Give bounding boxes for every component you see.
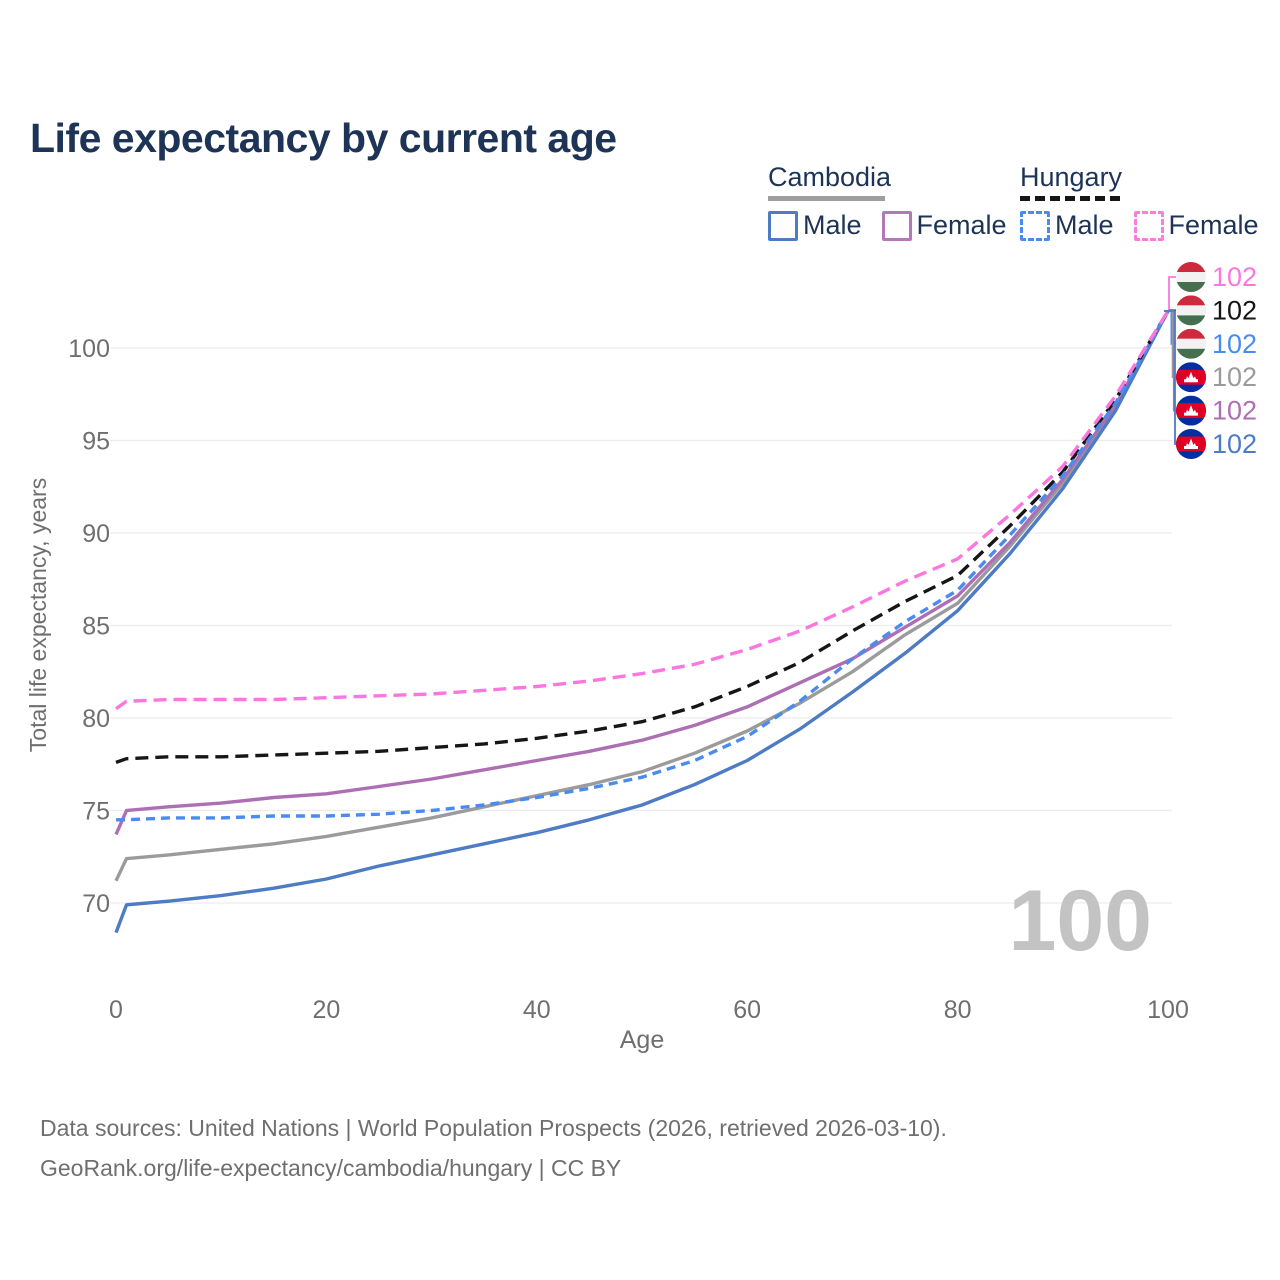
gridlines: [110, 347, 1172, 904]
end-label-cambodia_male: 102: [1176, 429, 1257, 459]
angkor-wat-glyph: [1184, 405, 1198, 416]
age-counter-watermark: 100: [1009, 873, 1153, 969]
x-axis-title: Age: [620, 1026, 664, 1054]
x-tick-label: 100: [1147, 996, 1189, 1024]
end-label-hungary_male: 102: [1176, 328, 1257, 359]
angkor-wat-glyph: [1184, 438, 1198, 449]
y-tick-label: 100: [68, 335, 110, 363]
y-tick-label: 95: [82, 428, 110, 456]
legend-checkbox-cambodia-male[interactable]: [768, 210, 798, 241]
end-label-hungary_total: 102: [1176, 295, 1257, 326]
legend-group-hungary: Hungary Male Female: [1020, 162, 1259, 241]
end-label-cambodia_female: 102: [1176, 395, 1257, 426]
y-tick-label: 75: [82, 798, 110, 826]
legend-label-hungary-male: Male: [1055, 210, 1114, 240]
legend-checkbox-cambodia-female[interactable]: [881, 210, 912, 241]
flag-icon-hungary: [1176, 328, 1206, 359]
legend-country-cambodia-label: Cambodia: [768, 162, 892, 192]
flag-icon-cambodia: [1176, 362, 1206, 393]
end-label-cambodia_total: 102: [1176, 362, 1257, 393]
end-value-label: 102: [1212, 362, 1257, 392]
x-tick-label: 40: [523, 996, 551, 1024]
x-axis-ticks: 0 20 40 60 80 100: [109, 996, 1189, 1024]
end-value-label: 102: [1212, 262, 1257, 292]
line-hungary_male[interactable]: [116, 310, 1170, 822]
legend-items-hungary: Male Female: [1020, 210, 1259, 241]
flag-icon-hungary: [1176, 295, 1206, 326]
data-sources-text: Data sources: United Nations | World Pop…: [40, 1115, 947, 1141]
x-tick-label: 60: [733, 996, 761, 1024]
legend-label-cambodia-female: Female: [916, 210, 1007, 240]
y-tick-label: 70: [82, 890, 110, 918]
legend-group-cambodia: Cambodia Male Female: [768, 162, 1007, 241]
hungary-dashed-line-swatch: [1020, 196, 1120, 201]
end-label-connector: [1164, 276, 1176, 312]
flag-icon-cambodia: [1176, 395, 1206, 426]
legend-country-hungary[interactable]: Hungary: [1020, 162, 1122, 201]
line-cambodia_female[interactable]: [114, 310, 1170, 836]
y-tick-label: 85: [82, 613, 110, 641]
angkor-wat-glyph: [1184, 371, 1198, 383]
legend-country-hungary-label: Hungary: [1020, 162, 1123, 192]
page-title: Life expectancy by current age: [30, 115, 617, 162]
y-axis-title: Total life expectancy, years: [25, 478, 51, 752]
y-tick-label: 80: [82, 705, 110, 733]
end-label-hungary_female: 102: [1176, 262, 1257, 292]
x-tick-label: 0: [109, 996, 123, 1024]
end-value-label: 102: [1212, 429, 1257, 459]
flag-icon-hungary: [1176, 262, 1206, 292]
legend-label-cambodia-male: Male: [803, 210, 862, 240]
legend-items-cambodia: Male Female: [768, 210, 1007, 241]
line-hungary_total[interactable]: [115, 310, 1170, 765]
end-value-label: 102: [1212, 396, 1257, 426]
end-value-label: 102: [1212, 329, 1257, 359]
chart-footer: Data sources: United Nations | World Pop…: [40, 1108, 947, 1188]
y-tick-label: 90: [82, 520, 110, 548]
line-cambodia_total[interactable]: [114, 310, 1170, 882]
cambodia-solid-line-swatch: [768, 196, 885, 201]
x-tick-label: 80: [944, 996, 972, 1024]
series-lines: [114, 310, 1170, 934]
flag-icon-cambodia: [1176, 429, 1206, 459]
legend-checkbox-hungary-female[interactable]: [1133, 210, 1164, 241]
legend-country-cambodia[interactable]: Cambodia: [768, 162, 891, 201]
end-value-label: 102: [1212, 295, 1257, 325]
legend-label-hungary-female: Female: [1168, 210, 1259, 240]
attribution-text: GeoRank.org/life-expectancy/cambodia/hun…: [40, 1155, 622, 1181]
line-hungary_female[interactable]: [115, 310, 1170, 711]
legend-checkbox-hungary-male[interactable]: [1020, 210, 1050, 241]
line-cambodia_male[interactable]: [114, 310, 1170, 934]
end-label-connector: [1164, 310, 1176, 445]
x-tick-label: 20: [312, 996, 340, 1024]
y-axis-ticks: 70 75 80 85 90 95 100: [68, 335, 110, 918]
